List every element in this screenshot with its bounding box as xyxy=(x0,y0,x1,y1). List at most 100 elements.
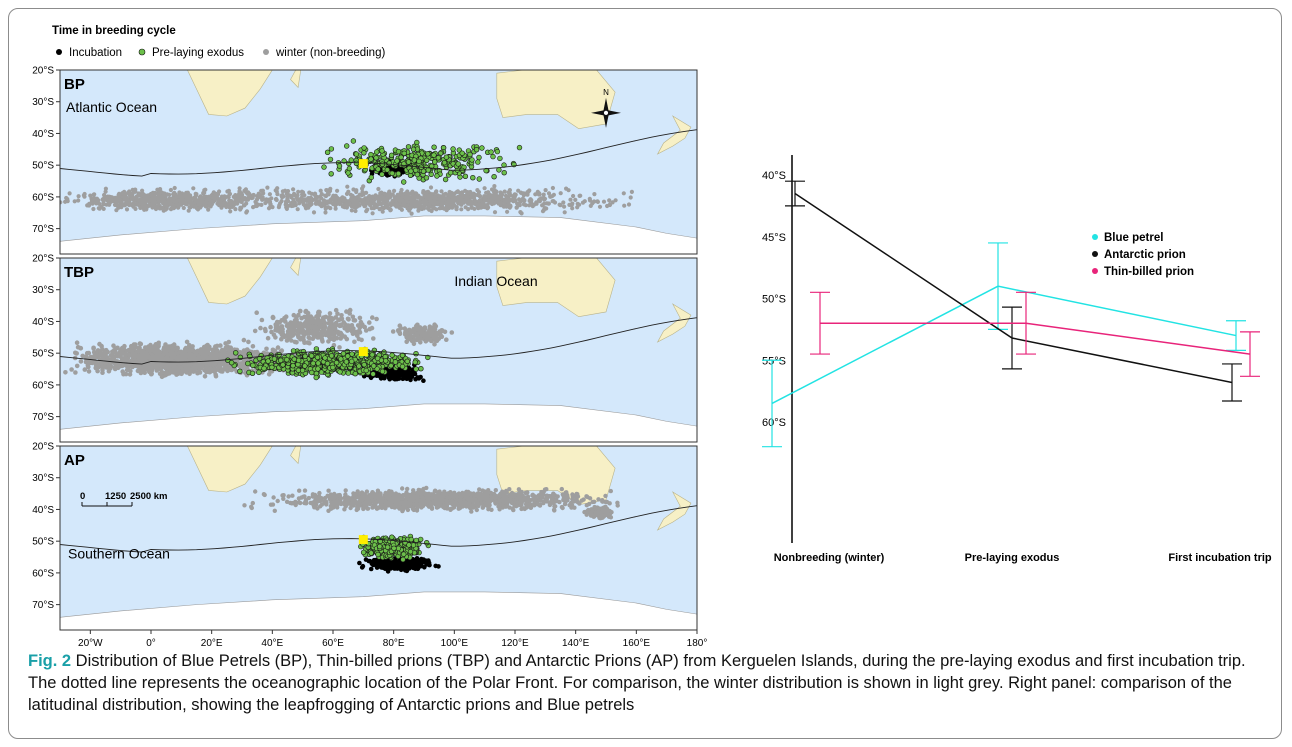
winter-points-point xyxy=(332,327,338,332)
winter-points-point xyxy=(129,343,134,349)
lat-tick-label: 30°S xyxy=(32,97,54,108)
winter-points-point xyxy=(347,311,353,316)
winter-points-point xyxy=(78,345,83,351)
winter-points-point xyxy=(193,193,199,198)
winter-points-point xyxy=(74,363,80,369)
winter-points-point xyxy=(372,201,377,207)
winter-points-point xyxy=(347,307,353,313)
prelaying-points-point xyxy=(295,367,302,373)
winter-points-point xyxy=(244,210,249,215)
winter-points-point xyxy=(388,201,393,206)
winter-points-point xyxy=(481,204,486,209)
winter-points-point xyxy=(349,208,354,213)
prelaying-points-point xyxy=(516,144,523,151)
winter-points-point xyxy=(319,318,325,324)
winter-points-point xyxy=(410,189,415,194)
winter-points-point xyxy=(175,198,180,203)
winter-points-point xyxy=(492,188,497,193)
prelaying-points-point xyxy=(256,355,263,362)
winter-points-point xyxy=(525,190,530,195)
winter-points-point xyxy=(155,349,161,355)
prelaying-points-point xyxy=(405,144,412,150)
winter-points-point xyxy=(326,330,331,335)
winter-points-point xyxy=(237,350,243,355)
winter-points-point xyxy=(55,204,59,208)
prelaying-points-point xyxy=(327,156,334,163)
prelaying-points-point xyxy=(324,149,331,156)
winter-points-point xyxy=(550,194,555,199)
winter-points-point xyxy=(342,324,348,330)
winter-points-point xyxy=(306,205,311,210)
winter-points-point xyxy=(358,319,364,325)
kerguelen-colony-marker xyxy=(358,159,368,169)
winter-points-point xyxy=(74,340,80,346)
winter-points-point xyxy=(163,364,169,370)
legend-label-2: winter (non-breeding) xyxy=(275,47,385,59)
winter-points-point xyxy=(418,199,423,204)
winter-points-point xyxy=(296,325,302,330)
winter-points-point xyxy=(296,335,301,340)
winter-points-point xyxy=(570,206,575,211)
winter-points-point xyxy=(272,348,278,354)
prelaying-points-point xyxy=(309,369,315,376)
winter-points xyxy=(390,322,455,347)
winter-points-point xyxy=(216,363,221,369)
winter-points-point xyxy=(155,363,160,369)
prelaying-points-point xyxy=(386,160,392,166)
winter-points-point xyxy=(149,371,154,377)
winter-points-point xyxy=(466,207,471,212)
winter-points-point xyxy=(289,194,294,199)
prelaying-points-point xyxy=(361,145,367,151)
winter-points-point xyxy=(170,346,176,352)
winter-points-point xyxy=(438,202,443,207)
winter-points-point xyxy=(130,351,136,356)
winter-points-point xyxy=(320,339,325,344)
winter-points-point xyxy=(164,204,169,209)
winter-points-point xyxy=(342,334,348,340)
prelaying-points-point xyxy=(425,151,431,157)
winter-points-point xyxy=(357,315,363,321)
winter-points-point xyxy=(577,202,582,207)
winter-points-point xyxy=(106,198,111,203)
winter-points-point xyxy=(506,200,511,205)
winter-points-point xyxy=(419,333,425,338)
winter-points-point xyxy=(188,197,193,202)
winter-points-point xyxy=(337,201,342,207)
winter-points-point xyxy=(415,195,420,200)
winter-points-point xyxy=(206,362,211,367)
winter-points-point xyxy=(257,195,262,200)
winter-points-point xyxy=(86,203,92,208)
winter-points-point xyxy=(371,336,376,341)
winter-points-point xyxy=(416,335,422,341)
winter-points-point xyxy=(587,198,593,203)
winter-points-point xyxy=(309,196,314,201)
winter-points-point xyxy=(291,187,296,192)
winter-points-point xyxy=(473,199,478,204)
winter-points-point xyxy=(74,351,79,356)
prelaying-points-point xyxy=(375,166,381,172)
winter-points-point xyxy=(233,193,238,198)
winter-points-point xyxy=(233,207,238,212)
prelaying-points-point xyxy=(370,371,376,377)
winter-points-point xyxy=(90,360,95,366)
winter-points-point xyxy=(430,328,435,333)
winter-points-point xyxy=(363,328,369,333)
winter-points-point xyxy=(221,353,226,359)
winter-points-point xyxy=(298,321,303,326)
winter-points-point xyxy=(433,194,438,199)
winter-points-point xyxy=(316,317,321,323)
prelaying-points-point xyxy=(459,150,465,156)
winter-points-point xyxy=(122,351,128,357)
prelaying-points-point xyxy=(384,167,390,173)
prelaying-points-point xyxy=(350,138,357,144)
winter-points-point xyxy=(195,348,201,354)
winter-points-point xyxy=(226,194,231,199)
winter-points-point xyxy=(458,191,463,196)
winter-points-point xyxy=(321,329,327,335)
winter-points-point xyxy=(154,204,159,209)
winter-points-point xyxy=(354,202,359,207)
winter-points-point xyxy=(317,200,322,205)
winter-points-point xyxy=(626,202,632,207)
winter-points-point xyxy=(95,348,101,353)
